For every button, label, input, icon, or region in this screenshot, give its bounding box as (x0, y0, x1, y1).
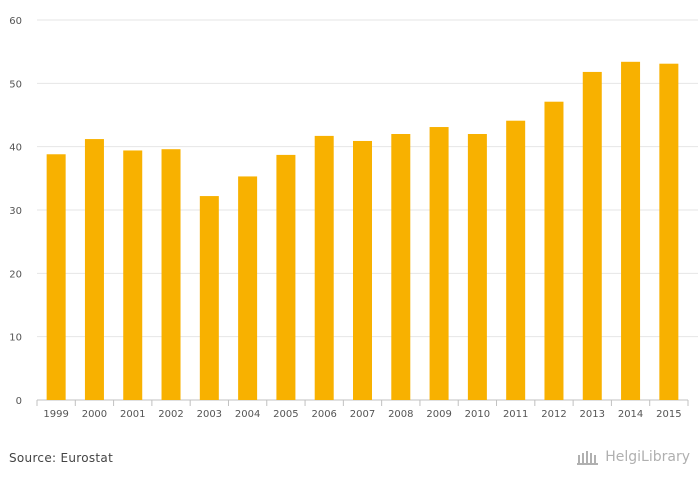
bar (353, 140, 372, 400)
bar (429, 127, 449, 401)
library-icon (577, 451, 599, 465)
source-note: Source: Eurostat (9, 451, 114, 465)
y-tick-label: 50 (9, 79, 22, 90)
x-tick-label: 2000 (82, 409, 107, 420)
x-tick-label: 1999 (43, 409, 68, 420)
x-tick-label: 2014 (618, 409, 643, 420)
y-tick-label: 30 (9, 206, 22, 217)
y-tick-label: 60 (9, 16, 22, 27)
brand-logo: HelgiLibrary (577, 449, 690, 465)
x-tick-label: 2002 (158, 409, 183, 420)
x-tick-label: 2011 (503, 409, 528, 420)
bar (391, 134, 411, 400)
x-tick-label: 2005 (273, 409, 298, 420)
bar (276, 154, 296, 400)
bar (659, 63, 679, 400)
bar (467, 134, 487, 400)
x-tick-label: 2001 (120, 409, 145, 420)
x-tick-label: 2009 (426, 409, 451, 420)
x-tick-label: 2013 (580, 409, 605, 420)
x-tick-label: 2006 (311, 409, 336, 420)
bar (46, 154, 66, 400)
x-tick-label: 2010 (465, 409, 490, 420)
y-tick-label: 40 (9, 143, 22, 154)
bar (621, 61, 641, 401)
x-tick-label: 2003 (197, 409, 222, 420)
y-tick-label: 20 (9, 269, 22, 280)
x-tick-label: 2012 (541, 409, 566, 420)
bar (544, 101, 564, 400)
bar (582, 71, 602, 400)
x-tick-label: 2008 (388, 409, 413, 420)
x-tick-label: 2015 (656, 409, 681, 420)
bar (199, 196, 219, 400)
bar-chart: 0 10 20 30 40 50 60 1999 2000 2001 2002 2003 2004 200… (9, 16, 698, 420)
y-tick-label: 0 (16, 396, 22, 407)
bar (238, 176, 258, 400)
y-tick-label: 10 (9, 333, 22, 344)
x-tick-label: 2004 (235, 409, 260, 420)
bar (506, 120, 526, 400)
bar (84, 139, 104, 401)
bar (314, 135, 334, 400)
bar (161, 149, 181, 400)
brand-name: HelgiLibrary (605, 449, 690, 465)
bar (123, 150, 143, 400)
x-tick-label: 2007 (350, 409, 375, 420)
